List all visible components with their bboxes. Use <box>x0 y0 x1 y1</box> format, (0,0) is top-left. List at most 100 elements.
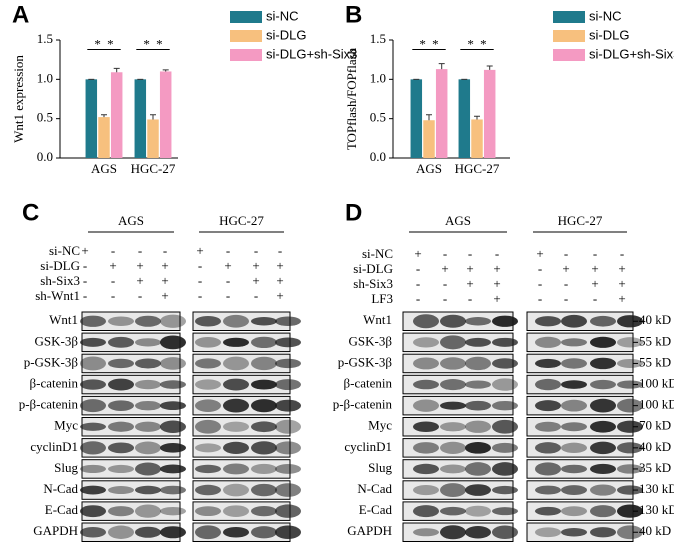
blot-band <box>195 464 221 474</box>
blot-band <box>195 399 221 412</box>
condition-sign: - <box>198 258 202 273</box>
condition-label: si-DLG <box>353 261 393 276</box>
blot-band <box>108 316 134 326</box>
protein-label: E-Cad <box>45 502 79 517</box>
condition-sign: - <box>198 273 202 288</box>
protein-label: β-catenin <box>344 376 393 391</box>
condition-sign: - <box>564 291 568 306</box>
panel-label: D <box>345 199 362 226</box>
blot-band <box>440 464 466 474</box>
blot-band <box>195 379 221 390</box>
blot-band <box>80 315 106 327</box>
protein-label: Myc <box>368 418 392 433</box>
blot-band <box>535 336 561 348</box>
panel-label: B <box>345 1 362 28</box>
blot-band <box>251 379 277 390</box>
blot-band <box>195 419 221 434</box>
blot-band <box>561 399 587 412</box>
significance-mark: * <box>432 36 439 51</box>
condition-sign: + <box>161 288 168 303</box>
y-tick-label: 1.0 <box>370 70 386 85</box>
blot-band <box>465 484 491 496</box>
condition-sign: + <box>493 276 500 291</box>
condition-sign: + <box>276 288 283 303</box>
blot-band <box>465 400 491 411</box>
bar <box>410 79 423 158</box>
blot-band <box>535 316 561 327</box>
condition-sign: - <box>443 291 447 306</box>
blot-band <box>535 506 561 516</box>
blot-band <box>413 528 439 537</box>
condition-sign: + <box>466 261 473 276</box>
protein-label: Slug <box>54 460 78 475</box>
condition-sign: - <box>254 243 258 258</box>
legend-label: si-DLG+sh-Six3 <box>589 46 674 61</box>
error-bar <box>474 115 480 120</box>
condition-label: sh-Six3 <box>353 276 393 291</box>
blot-band <box>108 421 134 432</box>
blot-band <box>223 463 249 475</box>
legend-swatch <box>553 30 585 42</box>
blot-band <box>465 505 491 517</box>
blot-band <box>492 525 518 539</box>
bar <box>435 69 448 158</box>
blot-band <box>135 315 161 327</box>
condition-sign: - <box>538 261 542 276</box>
blot-band <box>195 316 221 327</box>
blot-band <box>251 336 277 349</box>
blot-band <box>223 527 249 538</box>
blot-band <box>195 443 221 453</box>
y-axis-label: Wnt1 expression <box>11 55 26 143</box>
condition-sign: + <box>618 291 625 306</box>
blot-band <box>617 464 643 474</box>
protein-label: GAPDH <box>347 523 392 538</box>
condition-sign: + <box>252 258 259 273</box>
blot-band <box>195 484 221 496</box>
blot-band <box>275 441 301 455</box>
bar <box>471 119 483 158</box>
blot-band <box>80 337 106 347</box>
bar <box>98 117 110 158</box>
blot-band <box>492 462 518 476</box>
blot-band <box>80 356 106 371</box>
blot-band <box>160 314 186 328</box>
condition-sign: + <box>252 273 259 288</box>
significance-mark: * <box>480 36 487 51</box>
condition-sign: - <box>278 243 282 258</box>
condition-sign: + <box>441 261 448 276</box>
blot-band <box>223 421 249 432</box>
blot-band <box>535 378 561 391</box>
blot-band <box>413 463 439 475</box>
condition-sign: - <box>138 288 142 303</box>
significance-mark: * <box>156 36 163 51</box>
error-bar <box>162 69 169 72</box>
condition-label: LF3 <box>371 291 393 306</box>
blot-band <box>492 419 518 434</box>
bar <box>110 72 123 158</box>
blot-band <box>590 420 616 433</box>
blot-band <box>465 420 491 433</box>
protein-label: Myc <box>54 418 78 433</box>
condition-sign: - <box>226 243 230 258</box>
blot-band <box>617 358 643 368</box>
blot-band <box>413 505 439 518</box>
protein-label: GSK-3β <box>35 333 79 348</box>
condition-sign: + <box>161 258 168 273</box>
blot-band <box>108 464 134 474</box>
blot-band <box>413 484 439 496</box>
condition-sign: - <box>138 243 142 258</box>
condition-sign: - <box>254 288 258 303</box>
legend-label: si-DLG <box>266 27 306 42</box>
blot-band <box>135 400 161 411</box>
blot-band <box>535 400 561 412</box>
condition-sign: - <box>564 276 568 291</box>
blot-band <box>135 421 161 432</box>
blot-band <box>492 507 518 516</box>
blot-band <box>561 485 587 495</box>
blot-band <box>135 526 161 538</box>
bar <box>423 120 435 158</box>
condition-sign: + <box>81 243 88 258</box>
condition-label: si-DLG <box>40 258 80 273</box>
legend-label: si-NC <box>266 8 299 23</box>
legend-swatch <box>553 11 585 23</box>
